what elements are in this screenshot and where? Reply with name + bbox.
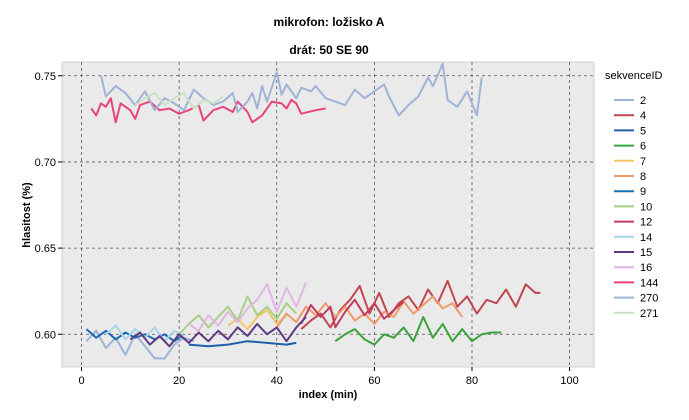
series-line-4 [300,279,541,330]
x-tick-label: 100 [560,375,578,387]
y-tick-label: 0.65 [35,243,56,255]
series-line-144 [90,97,326,124]
legend-label-10: 10 [640,201,652,213]
legend-label-16: 16 [640,262,652,274]
legend-label-7: 7 [640,156,646,168]
x-tick-label: 40 [271,375,283,387]
series-line-271 [134,92,224,110]
legend-label-15: 15 [640,247,652,259]
legend-label-144: 144 [640,277,658,289]
legend: 2 4 5 6 7 8 9 10 12 14 15 16 144 270 271 [614,95,658,320]
series-line-16 [188,282,307,332]
legend-label-2: 2 [640,95,646,107]
legend-label-4: 4 [640,110,646,122]
x-axis: 0 20 40 60 80 100 [78,367,579,387]
y-tick-label: 0.75 [35,71,56,83]
x-axis-label: index (min) [299,389,358,401]
x-tick-label: 80 [466,375,478,387]
plot-area [61,61,595,368]
x-tick-label: 60 [368,375,380,387]
legend-label-270: 270 [640,293,658,305]
series-line-12 [300,298,405,329]
series-line-8 [275,295,464,328]
y-axis-label: hlasitost (%) [21,182,33,248]
legend-label-9: 9 [640,186,646,198]
series-lines [85,62,541,360]
legend-title: sekvenceID [605,70,663,82]
y-axis: 0.60 0.65 0.70 0.75 [35,71,62,341]
series-line-15 [129,316,307,348]
chart-title: mikrofon: ložisko A [274,15,385,29]
series-line-2 [85,329,195,360]
legend-label-14: 14 [640,232,652,244]
legend-label-12: 12 [640,217,652,229]
x-tick-label: 20 [173,375,185,387]
legend-label-6: 6 [640,141,646,153]
legend-label-5: 5 [640,125,646,137]
legend-label-271: 271 [640,308,658,320]
series-line-5 [188,340,297,348]
y-tick-label: 0.60 [35,329,56,341]
chart-subtitle: drát: 50 SE 90 [289,43,369,57]
x-tick-label: 0 [78,375,84,387]
legend-label-8: 8 [640,171,646,183]
y-tick-label: 0.70 [35,157,56,169]
series-line-6 [334,316,502,346]
